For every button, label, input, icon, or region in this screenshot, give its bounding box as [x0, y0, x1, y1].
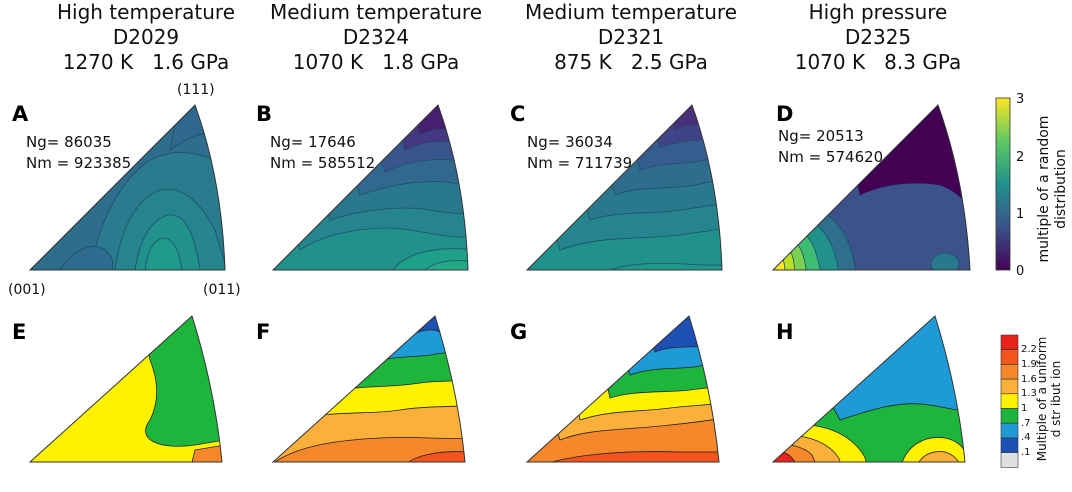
panel-label-g: G	[510, 320, 528, 344]
nm-value-b: Nm = 585512	[270, 154, 376, 172]
panel-label-a: A	[12, 102, 29, 126]
colorbar-tick: .4	[1021, 432, 1031, 443]
pole-figure-a	[30, 105, 225, 270]
colorbar-title-line1: multiple of a random	[1036, 115, 1052, 263]
column-title: High temperature	[56, 0, 236, 24]
colorbar-random	[995, 97, 1011, 271]
panel-label-b: B	[256, 102, 273, 126]
panel-label-d: D	[776, 102, 794, 126]
temperature: 875 K	[554, 50, 612, 74]
sample-id: D2029	[112, 25, 180, 49]
nm-value-d: Nm = 574620	[778, 148, 884, 166]
nm-value-a: Nm = 923385	[26, 154, 132, 172]
colorbar-tick: 1.6	[1021, 374, 1037, 385]
colorbar-tick: 2	[1016, 150, 1025, 165]
panel-label-c: C	[510, 102, 526, 126]
colorbar-tick: 1	[1021, 403, 1028, 414]
panel-label-f: F	[256, 320, 271, 344]
column-header-3: Medium temperature D2321 875 K 2.5 GPa	[511, 0, 751, 75]
colorbar-title-line1: Multiple of a uniform	[1035, 336, 1049, 462]
ng-value-d: Ng= 20513	[778, 127, 864, 145]
corner-label-011: (011)	[203, 282, 241, 298]
colorbar-uniform-title: Multiple of a uniform d str ibut ion	[1035, 324, 1063, 474]
colorbar-tick: 1.3	[1021, 388, 1037, 399]
colorbar-tick: .7	[1021, 418, 1031, 429]
pole-figure-b	[273, 105, 468, 270]
column-header-4: High pressure D2325 1070 K 8.3 GPa	[758, 0, 998, 75]
conditions: 875 K 2.5 GPa	[511, 50, 751, 75]
pole-figure-c	[527, 105, 722, 270]
colorbar-tick: 2.2	[1021, 344, 1037, 355]
colorbar-title-line2: distribution	[1053, 149, 1069, 229]
temperature: 1270 K	[62, 50, 134, 74]
column-title: Medium temperature	[524, 0, 738, 24]
colorbar-title-line2: d str ibut ion	[1049, 360, 1063, 438]
colorbar-tick: .1	[1021, 447, 1031, 458]
column-title: High pressure	[808, 0, 948, 24]
sample-id: D2325	[844, 25, 912, 49]
pressure: 2.5 GPa	[630, 50, 708, 74]
nm-value-c: Nm = 711739	[527, 154, 633, 172]
ng-value-c: Ng= 36034	[527, 133, 613, 151]
colorbar-uniform	[1000, 334, 1019, 468]
ng-value-b: Ng= 17646	[270, 133, 356, 151]
colorbar-random-title: multiple of a random distribution	[1036, 99, 1070, 279]
sample-id: D2324	[342, 25, 410, 49]
conditions: 1070 K 8.3 GPa	[758, 50, 998, 75]
colorbar-tick: 3	[1016, 92, 1025, 107]
pressure: 8.3 GPa	[884, 50, 962, 74]
panel-label-h: H	[776, 320, 794, 344]
column-header-2: Medium temperature D2324 1070 K 1.8 GPa	[256, 0, 496, 75]
corner-label-111: (111)	[177, 82, 215, 98]
colorbar-tick: 0	[1016, 264, 1025, 279]
colorbar-tick: 1.9	[1021, 359, 1037, 370]
temperature: 1070 K	[794, 50, 866, 74]
pole-figure-g	[527, 316, 719, 462]
corner-label-001: (001)	[8, 282, 46, 298]
conditions: 1070 K 1.8 GPa	[256, 50, 496, 75]
conditions: 1270 K 1.6 GPa	[26, 50, 266, 75]
sample-id: D2321	[597, 25, 665, 49]
pressure: 1.8 GPa	[382, 50, 460, 74]
pole-figure-e	[30, 316, 222, 462]
temperature: 1070 K	[292, 50, 364, 74]
column-header-1: High temperature D2029 1270 K 1.6 GPa	[26, 0, 266, 75]
ng-value-a: Ng= 86035	[26, 133, 112, 151]
column-title: Medium temperature	[269, 0, 483, 24]
pressure: 1.6 GPa	[152, 50, 230, 74]
colorbar-tick: 1	[1016, 207, 1025, 222]
panel-label-e: E	[12, 320, 27, 344]
